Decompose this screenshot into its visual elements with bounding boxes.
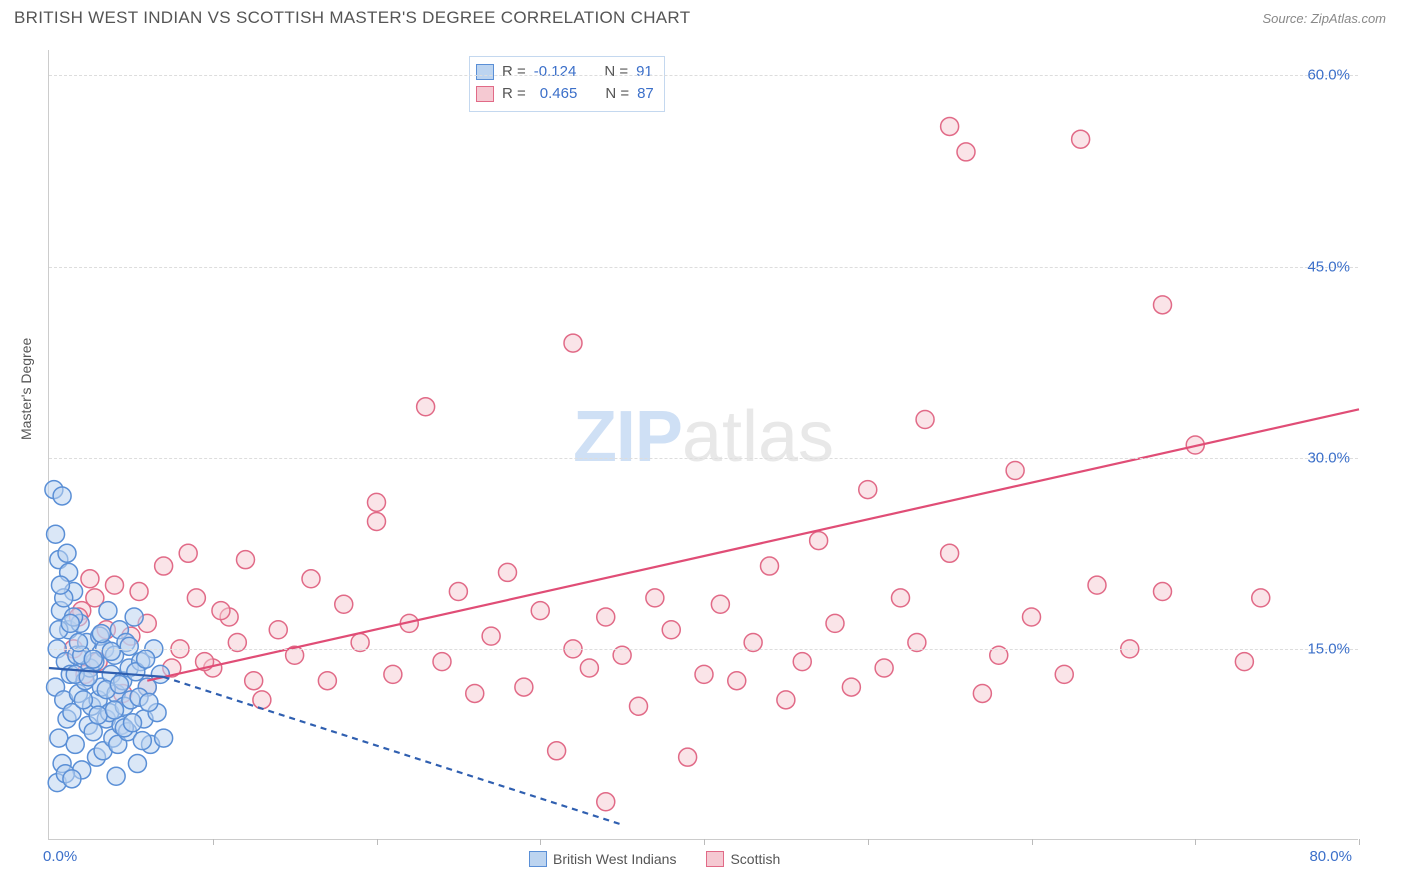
- legend-swatch-bwi: [529, 851, 547, 867]
- stats-row-scot: R = 0.465 N = 87: [476, 83, 654, 105]
- swatch-bwi: [476, 64, 494, 80]
- y-tick-label: 45.0%: [1307, 258, 1350, 275]
- r-value-bwi: -0.124: [534, 61, 577, 83]
- swatch-scot: [476, 86, 494, 102]
- r-label-scot: R =: [502, 83, 526, 105]
- legend-item-bwi: British West Indians: [529, 851, 676, 867]
- scatter-svg: [49, 50, 1358, 839]
- y-tick-label: 30.0%: [1307, 449, 1350, 466]
- chart-plot-area: ZIPatlas R = -0.124 N = 91 R = 0.465 N =…: [48, 50, 1358, 840]
- r-label-bwi: R =: [502, 61, 526, 83]
- n-value-scot: 87: [637, 83, 654, 105]
- stats-legend-box: R = -0.124 N = 91 R = 0.465 N = 87: [469, 56, 665, 112]
- chart-title: BRITISH WEST INDIAN VS SCOTTISH MASTER'S…: [14, 8, 690, 28]
- legend-label-bwi: British West Indians: [553, 851, 676, 867]
- y-tick-label: 60.0%: [1307, 67, 1350, 84]
- n-label-bwi: N =: [604, 61, 628, 83]
- r-value-scot: 0.465: [534, 83, 578, 105]
- source-label: Source: ZipAtlas.com: [1262, 11, 1386, 26]
- y-axis-title: Master's Degree: [18, 338, 34, 440]
- x-axis-min-label: 0.0%: [43, 848, 77, 865]
- x-axis-max-label: 80.0%: [1309, 848, 1352, 865]
- legend-swatch-scot: [706, 851, 724, 867]
- y-tick-label: 15.0%: [1307, 640, 1350, 657]
- stats-row-bwi: R = -0.124 N = 91: [476, 61, 654, 83]
- legend-item-scot: Scottish: [706, 851, 780, 867]
- legend-label-scot: Scottish: [730, 851, 780, 867]
- bottom-legend: British West Indians Scottish: [529, 851, 780, 867]
- n-label-scot: N =: [605, 83, 629, 105]
- n-value-bwi: 91: [636, 61, 653, 83]
